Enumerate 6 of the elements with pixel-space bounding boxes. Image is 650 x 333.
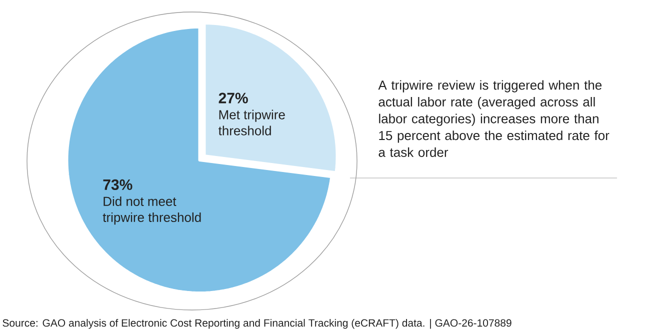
data-label: 27% <box>218 92 248 104</box>
data-label: 73% <box>103 179 132 190</box>
slice-label: Did not meet tripwire threshold <box>102 196 201 225</box>
source-note: Source: GAO analysis of Electronic Cost Reporting and Financial Tracking (eCRAFT) data. | GAO-26-107889 <box>2 318 512 329</box>
slice-label: Met tripwire threshold <box>218 110 285 136</box>
text: A tripwire review is triggered when the actual labor rate (averaged across all labor categories) increases more than 15 percent above the estimated rate for a task order <box>378 80 610 157</box>
